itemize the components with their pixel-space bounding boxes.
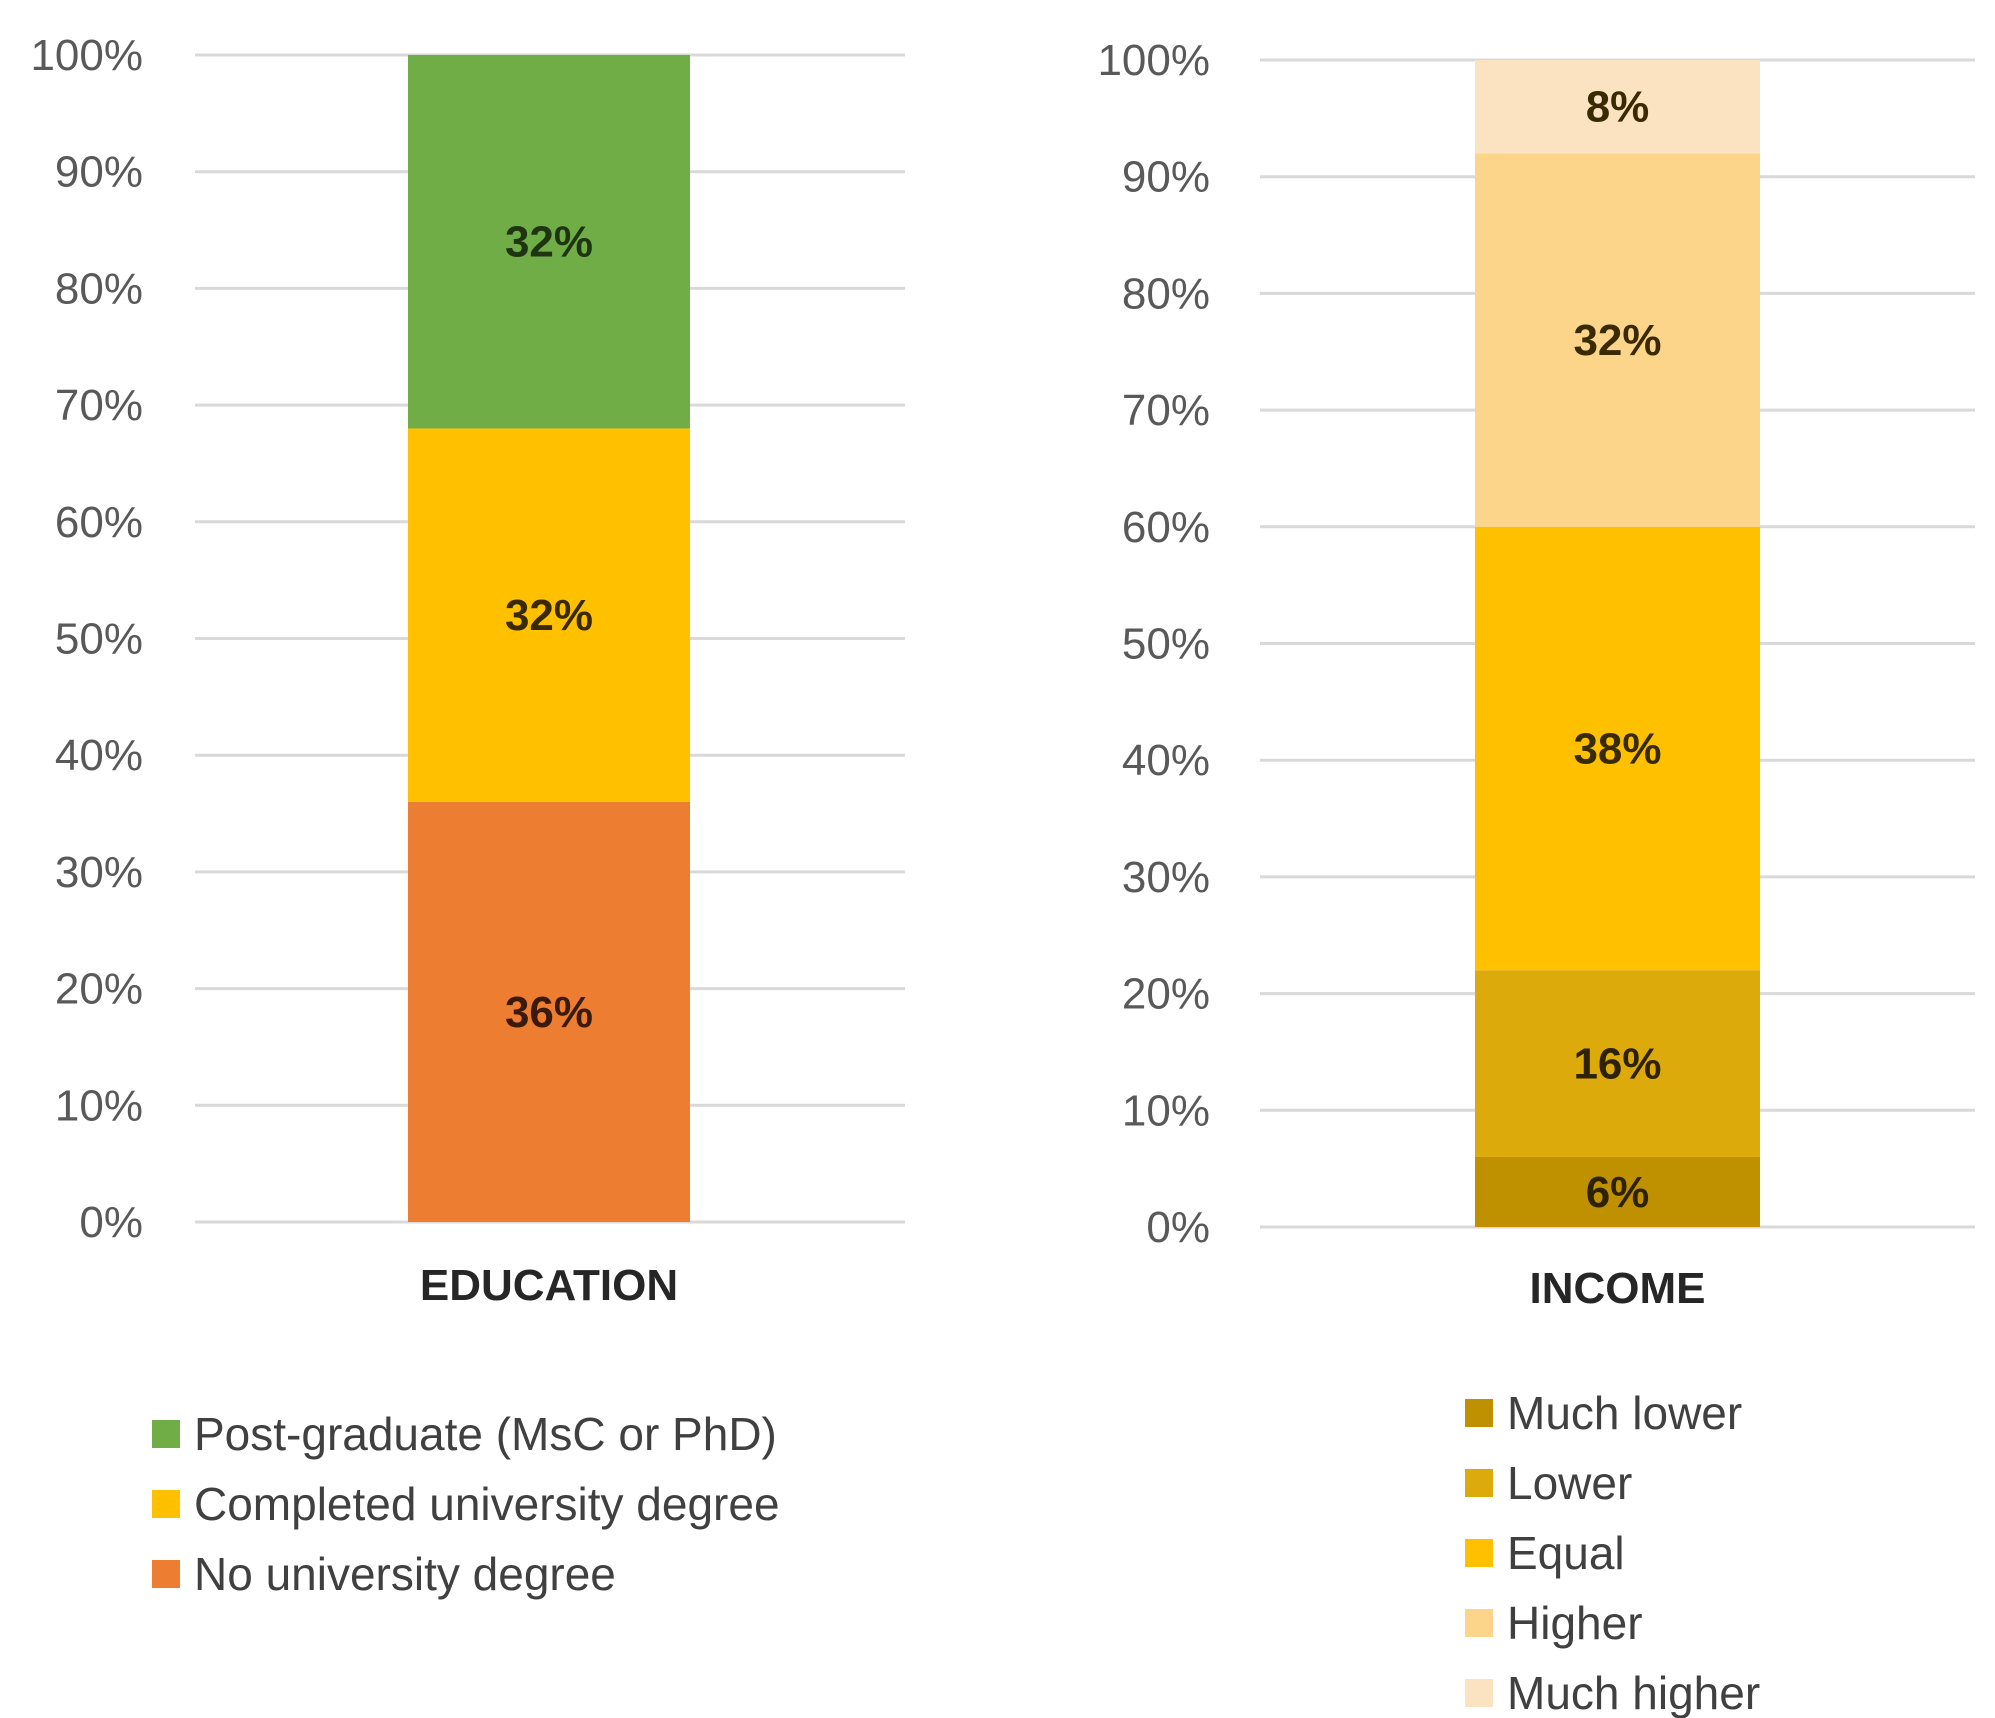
- legend-label: Post-graduate (MsC or PhD): [194, 1408, 777, 1460]
- y-tick-label: 100%: [1097, 36, 1210, 85]
- y-tick-label: 80%: [1122, 269, 1210, 318]
- y-tick-label: 20%: [1122, 970, 1210, 1019]
- bar-segment-much-higher: [1475, 60, 1760, 154]
- bar-segment-equal: [1475, 526, 1760, 971]
- y-tick-label: 50%: [1122, 620, 1210, 669]
- y-tick-label: 40%: [55, 731, 143, 780]
- legend-swatch: [1465, 1539, 1493, 1567]
- category-label: INCOME: [1530, 1264, 1706, 1313]
- y-tick-label: 70%: [55, 381, 143, 430]
- legend-swatch: [1465, 1679, 1493, 1707]
- bar-segment-lower: [1475, 970, 1760, 1157]
- y-tick-label: 60%: [1122, 503, 1210, 552]
- data-label: 8%: [1586, 83, 1650, 132]
- legend-label: Much higher: [1507, 1667, 1760, 1718]
- chart-income: 0% 10% 20% 30% 40% 50% 60% 70% 80% 90% 100% 6% 16% 38…: [1097, 36, 1975, 1718]
- y-tick-label: 20%: [55, 965, 143, 1014]
- chart-education: 0% 10% 20% 30% 40% 50% 60% 70% 80% 90% 100% 36% 32% 3…: [30, 31, 905, 1600]
- legend-swatch: [1465, 1609, 1493, 1637]
- y-tick-label: 30%: [1122, 853, 1210, 902]
- legend-label: No university degree: [194, 1548, 616, 1600]
- legend-swatch: [152, 1560, 180, 1588]
- data-label: 32%: [1573, 316, 1661, 365]
- bar-segment-higher: [1475, 153, 1760, 527]
- data-label: 32%: [505, 591, 593, 640]
- data-label: 16%: [1573, 1040, 1661, 1089]
- data-label: 36%: [505, 988, 593, 1037]
- y-tick-label: 10%: [55, 1081, 143, 1130]
- y-tick-label: 0%: [79, 1198, 143, 1247]
- category-label: EDUCATION: [420, 1261, 678, 1310]
- data-label: 6%: [1586, 1168, 1650, 1217]
- legend-swatch: [152, 1420, 180, 1448]
- legend-label: Lower: [1507, 1457, 1632, 1509]
- legend-education: Post-graduate (MsC or PhD) Completed univ…: [152, 1408, 780, 1600]
- legend-label: Much lower: [1507, 1387, 1742, 1439]
- bar-segment-completed-university-degree: [408, 428, 690, 802]
- y-tick-label: 40%: [1122, 736, 1210, 785]
- bar-segment-post-graduate-msc-or-phd-: [408, 55, 690, 429]
- bar-segment-much-lower: [1475, 1156, 1760, 1227]
- legend-label: Completed university degree: [194, 1478, 780, 1530]
- y-tick-label: 10%: [1122, 1086, 1210, 1135]
- y-tick-label: 70%: [1122, 386, 1210, 435]
- legend-label: Equal: [1507, 1527, 1625, 1579]
- y-tick-label: 50%: [55, 615, 143, 664]
- y-tick-label: 0%: [1146, 1203, 1210, 1252]
- y-tick-label: 90%: [55, 148, 143, 197]
- y-tick-label: 100%: [30, 31, 143, 80]
- legend-swatch: [1465, 1469, 1493, 1497]
- data-label: 38%: [1573, 725, 1661, 774]
- y-tick-label: 60%: [55, 498, 143, 547]
- legend-swatch: [152, 1490, 180, 1518]
- legend-label: Higher: [1507, 1597, 1643, 1649]
- y-tick-label: 30%: [55, 848, 143, 897]
- legend-income: Much lower Lower Equal Higher Much higher: [1465, 1387, 1760, 1718]
- y-tick-label: 90%: [1122, 153, 1210, 202]
- bar-segment-no-university-degree: [408, 801, 690, 1222]
- y-tick-label: 80%: [55, 264, 143, 313]
- data-label: 32%: [505, 218, 593, 267]
- legend-swatch: [1465, 1399, 1493, 1427]
